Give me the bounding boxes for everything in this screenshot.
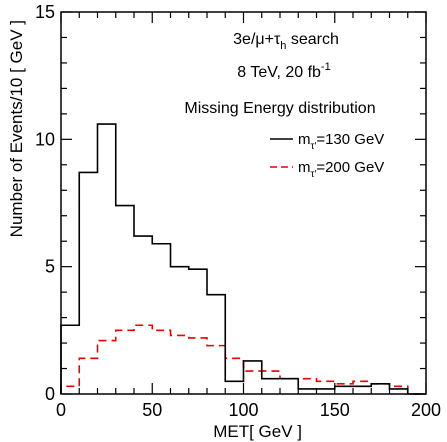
annotation-search-channel-subscript: h — [280, 40, 286, 52]
series-mass-130-histogram — [60, 123, 426, 395]
annotation-search-channel-rest: search — [286, 31, 338, 48]
x-tick-label: 150 — [320, 400, 350, 420]
y-tick-label: 0 — [45, 384, 55, 404]
annotation-energy-lumi: 8 TeV, 20 fb-1 — [237, 61, 330, 81]
legend-label-mass-200-rest: =200 GeV — [316, 159, 384, 176]
y-tick-label: 10 — [35, 129, 55, 149]
annotation-energy-lumi-superscript: -1 — [321, 61, 331, 73]
annotation-search-channel: 3e/μ+τh search — [233, 31, 339, 52]
legend-label-mass-200-main: m — [298, 159, 311, 176]
x-tick-label: 200 — [411, 400, 441, 420]
x-axis-label: MET[ GeV ] — [213, 422, 302, 441]
x-tick-label: 50 — [142, 400, 162, 420]
legend-label-mass-130: mτ′=130 GeV — [298, 131, 384, 152]
y-axis-label: Number of Events/10 [ GeV ] — [7, 20, 26, 237]
y-tick-label: 5 — [45, 257, 55, 277]
annotation-energy-lumi-main: 8 TeV, 20 fb — [237, 64, 321, 81]
x-tick-label: 0 — [56, 400, 66, 420]
legend-label-mass-130-subscript: τ′ — [311, 141, 317, 152]
y-tick-label: 15 — [35, 2, 55, 22]
axis-tick-labels: 0 50 100 150 200 0 5 10 15 — [35, 2, 441, 420]
histogram-layer — [60, 123, 426, 395]
legend-label-mass-130-main: m — [298, 131, 311, 148]
legend-label-mass-200: mτ′=200 GeV — [298, 159, 384, 180]
legend-label-mass-130-rest: =130 GeV — [316, 131, 384, 148]
legend-label-mass-200-subscript: τ′ — [311, 169, 317, 180]
x-tick-label: 100 — [228, 400, 258, 420]
annotation-distribution-title: Missing Energy distribution — [184, 100, 375, 117]
annotation-search-channel-main: 3e/μ+τ — [233, 31, 281, 48]
axis-ticks — [60, 11, 427, 395]
legend: mτ′=130 GeV mτ′=200 GeV — [270, 131, 384, 180]
